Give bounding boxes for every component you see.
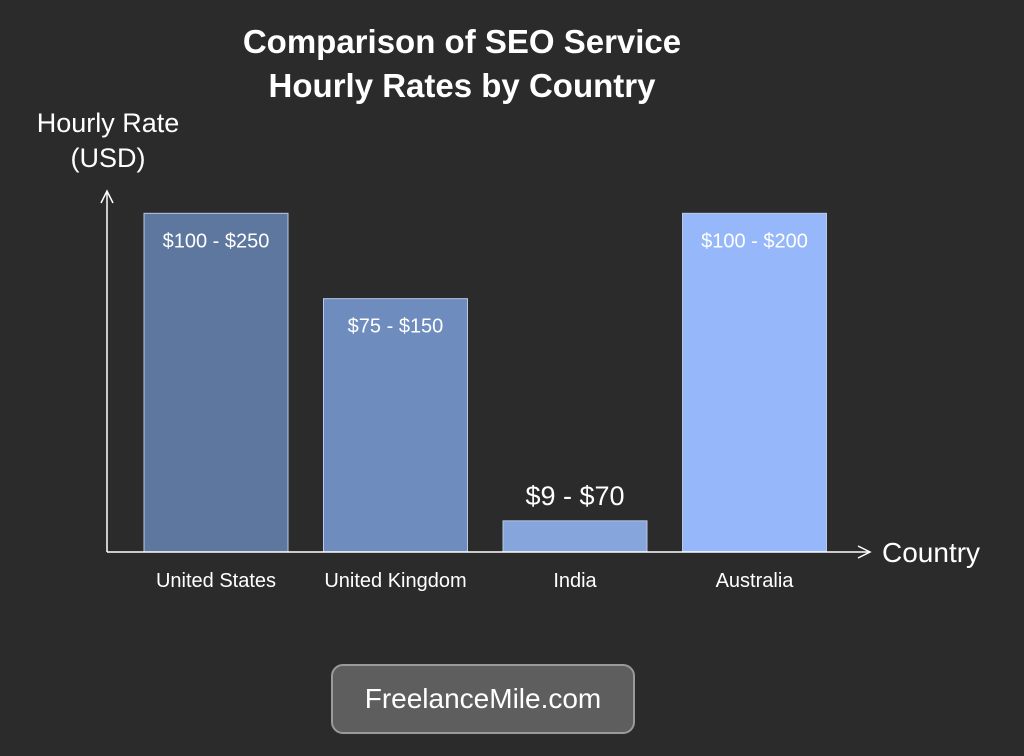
chart-title-line-1: Comparison of SEO Service (242, 23, 682, 60)
chart-title-line-2: Hourly Rates by Country (268, 67, 656, 104)
x-tick-label-united-states: United States (156, 570, 276, 592)
chart-title: Comparison of SEO Service Hourly Rates b… (0, 20, 924, 108)
data-label-india: $9 - $70 (525, 481, 624, 511)
bar-united-kingdom (323, 298, 468, 553)
x-tick-label-united-kingdom: United Kingdom (324, 570, 466, 592)
y-axis-label-line-1: Hourly Rate (36, 108, 180, 138)
data-label-australia: $100 - $200 (701, 230, 808, 252)
y-axis-label-line-2: (USD) (70, 143, 146, 173)
bar-india (502, 520, 648, 553)
y-axis-label: Hourly Rate (USD) (18, 106, 198, 176)
x-tick-label-india: India (553, 570, 597, 592)
watermark-badge: FreelanceMile.com (331, 664, 635, 734)
labels-group: $100 - $250 United States $75 - $150 United… (156, 230, 808, 592)
data-label-united-states: $100 - $250 (163, 230, 270, 252)
y-axis-arrow (100, 189, 114, 204)
x-axis-label: Country (882, 537, 981, 568)
x-axis-arrow (857, 545, 872, 559)
data-label-united-kingdom: $75 - $150 (348, 316, 444, 338)
bars-group (143, 212, 827, 553)
bar-australia (682, 212, 827, 553)
x-tick-label-australia: Australia (716, 570, 795, 592)
bar-united-states (143, 212, 289, 553)
axes-group (100, 189, 872, 559)
